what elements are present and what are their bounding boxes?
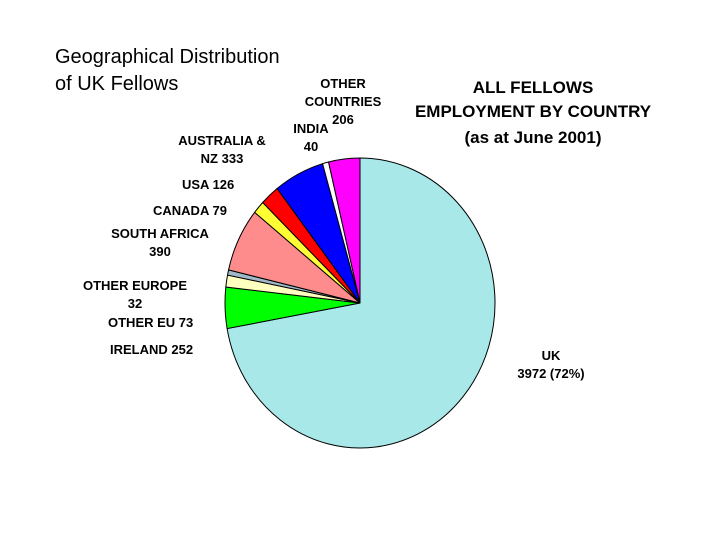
label-australia-nz: AUSTRALIA & NZ 333 bbox=[178, 133, 266, 166]
label-south-africa: SOUTH AFRICA 390 bbox=[111, 226, 209, 259]
label-other-countries: OTHER COUNTRIES 206 bbox=[305, 76, 382, 127]
label-usa: USA 126 bbox=[182, 177, 234, 192]
label-other-europe: OTHER EUROPE 32 bbox=[83, 278, 187, 311]
chart-title-line: EMPLOYMENT BY COUNTRY bbox=[415, 102, 652, 121]
label-ireland: IRELAND 252 bbox=[110, 342, 193, 357]
pie-slices bbox=[224, 157, 496, 449]
slice-labels: UK 3972 (72%) IRELAND 252 OTHER EU 73 OTHER … bbox=[83, 76, 585, 381]
label-canada: CANADA 79 bbox=[153, 203, 227, 218]
label-uk: UK 3972 (72%) bbox=[517, 348, 584, 381]
label-other-eu: OTHER EU 73 bbox=[108, 315, 193, 330]
label-india: INDIA 40 bbox=[293, 121, 329, 154]
chart-heading: ALL FELLOWS EMPLOYMENT BY COUNTRY (as at J… bbox=[415, 78, 652, 147]
slide-title: Geographical Distribution of UK Fellows bbox=[55, 46, 280, 95]
chart-title-line: ALL FELLOWS bbox=[473, 78, 594, 97]
chart-title-line: (as at June 2001) bbox=[464, 128, 601, 147]
slice-other-countries bbox=[327, 157, 361, 304]
slice-uk bbox=[226, 157, 496, 449]
